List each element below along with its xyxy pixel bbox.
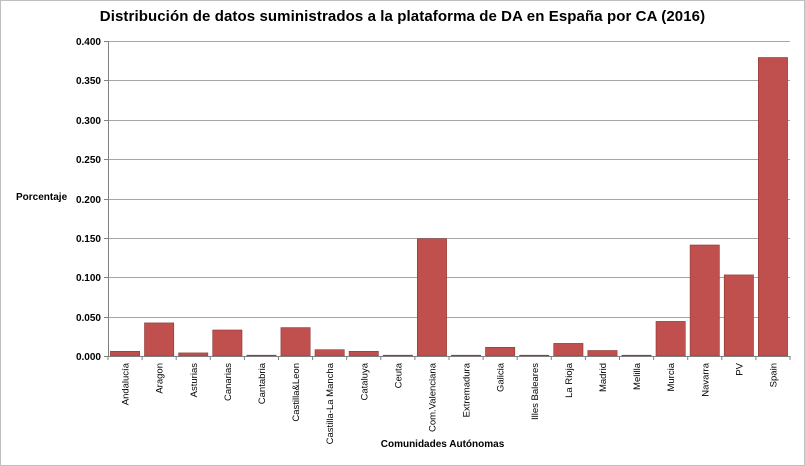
bar <box>587 350 618 357</box>
x-tick-label: Madrid <box>598 363 609 392</box>
y-tick-label: 0.050 <box>76 313 101 324</box>
bar <box>246 354 277 357</box>
bar <box>144 322 175 357</box>
y-tick-label: 0.250 <box>76 155 101 166</box>
y-axis-ticks: 0.000 0.050 0.100 0.150 0.200 0.250 0.300 0.350… <box>76 37 101 363</box>
bar <box>621 354 652 357</box>
bar <box>519 354 550 357</box>
bar <box>110 350 141 357</box>
x-tick-label: Extremadura <box>462 362 473 417</box>
x-tick-label: Ceuta <box>393 362 404 388</box>
x-tick-label: Canarias <box>223 363 234 401</box>
x-tick-label: Illes Baleares <box>530 363 541 420</box>
bar <box>348 350 379 357</box>
y-tick-label: 0.000 <box>76 352 101 363</box>
bar <box>689 244 720 357</box>
x-tick-label: Melilla <box>632 362 643 390</box>
bar <box>314 349 345 357</box>
bar <box>553 343 584 357</box>
x-tick-label: Galicia <box>496 362 507 392</box>
bar <box>757 57 788 357</box>
x-tick-label: Com.Valenciana <box>427 362 438 432</box>
bar <box>655 321 686 357</box>
bar <box>382 354 413 357</box>
y-tick-label: 0.150 <box>76 234 101 245</box>
x-tick-label: La Rioja <box>564 362 575 398</box>
x-tick-label: Aragon <box>155 363 166 394</box>
bar <box>485 346 516 357</box>
y-tick-label: 0.200 <box>76 195 101 206</box>
x-tick-label: Andalucía <box>121 362 132 405</box>
bar <box>416 238 447 357</box>
bar <box>723 274 754 357</box>
bar <box>178 352 209 357</box>
chart-title: Distribución de datos suministrados a la… <box>99 8 706 25</box>
bars <box>110 57 788 357</box>
bar <box>280 327 311 357</box>
x-tick-label: PV <box>734 362 745 375</box>
x-tick-label: Cataluya <box>359 362 370 400</box>
x-tick-label: Castilla&Leon <box>291 363 302 422</box>
y-tick-label: 0.300 <box>76 116 101 127</box>
x-tick-label: Cantabria <box>257 362 268 404</box>
y-axis-label: Porcentaje <box>16 192 68 203</box>
y-tick-label: 0.400 <box>76 37 101 48</box>
x-tick-label: Murcia <box>666 362 677 391</box>
bar <box>451 354 481 357</box>
x-axis-label: Comunidades Autónomas <box>380 439 505 450</box>
y-tick-label: 0.350 <box>76 76 101 87</box>
x-tick-label: Castilla-La Mancha <box>325 362 336 444</box>
x-tick-label: Navarra <box>700 362 711 397</box>
gridlines <box>104 41 790 357</box>
x-tick-label: Spain <box>768 363 779 387</box>
bar <box>212 329 243 357</box>
x-tick-label: Asturias <box>189 363 200 398</box>
x-axis-ticks: Andalucía Aragon Asturias Canarias Cantabria… <box>107 356 791 444</box>
y-tick-label: 0.100 <box>76 273 101 284</box>
